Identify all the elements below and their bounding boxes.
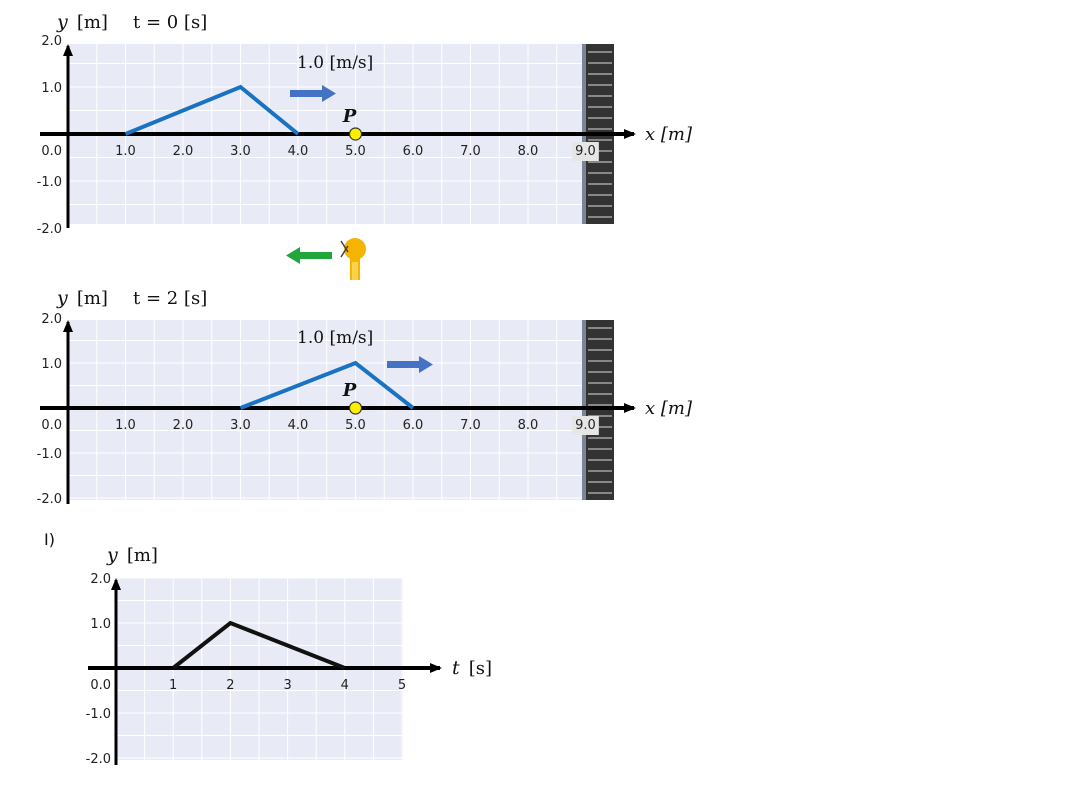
t-tick-label: 5	[398, 678, 406, 693]
question-t-unit: [s]	[469, 658, 492, 679]
t-tick-label: 2	[226, 678, 234, 693]
y-tick-label: -2.0	[37, 492, 62, 507]
y-tick-label: 0.0	[90, 678, 111, 693]
question-graph-line	[171, 620, 346, 670]
x-tick-label: 9.0	[575, 418, 596, 433]
panel-bottom-time-label: t = 2 [s]	[133, 288, 207, 309]
x-tick-label: 6.0	[403, 144, 424, 159]
y-tick-label: 1.0	[41, 81, 62, 96]
x-tick-label: 7.0	[460, 144, 481, 159]
y-tick-label: 2.0	[90, 572, 111, 587]
panel-bottom-velocity-arrow	[387, 356, 433, 373]
panel-top-y-unit: [m]	[77, 12, 108, 33]
y-tick-label: 2.0	[41, 312, 62, 327]
y-tick-label: 1.0	[41, 357, 62, 372]
x-tick-label: 7.0	[460, 418, 481, 433]
x-tick-label: 4.0	[288, 144, 309, 159]
x-tick-label: 1.0	[115, 144, 136, 159]
y-tick-label: -1.0	[86, 707, 111, 722]
x-tick-label: 5.0	[345, 418, 366, 433]
panel-top-x-ticks: 1.0 2.0 3.0 4.0 5.0 6.0 7.0 8.0 9.0	[115, 142, 599, 161]
y-tick-label: 0.0	[41, 144, 62, 159]
y-tick-label: 2.0	[41, 34, 62, 49]
left-arrow	[286, 247, 332, 264]
panel-top-velocity-arrow	[290, 85, 336, 102]
x-tick-label: 2.0	[173, 144, 194, 159]
panel-bottom-y-label: y [m]	[56, 287, 108, 309]
panel-top-pulse	[124, 84, 300, 136]
y-tick-label: -1.0	[37, 447, 62, 462]
panel-top-point-p	[348, 127, 363, 141]
observer-lamp-icon	[340, 238, 366, 280]
question-t-label: t [s]	[452, 657, 492, 679]
x-tick-label: 8.0	[518, 418, 539, 433]
t-tick-label: 1	[169, 678, 177, 693]
x-tick-label: 3.0	[230, 418, 251, 433]
panel-bottom: 2.0 1.0 0.0 -1.0 -2.0 1.0 2.0 3.0 4.0 5.0 6.0 7.0 8…	[37, 287, 693, 507]
panel-bottom-speed-label: 1.0 [m/s]	[297, 328, 373, 348]
y-tick-label: 1.0	[90, 617, 111, 632]
panel-top: 2.0 1.0 0.0 -1.0 -2.0 1.0 2.0 3.0 4.0 5.0 6.0 7.0 8…	[37, 11, 693, 237]
question-t-ticks: 1 2 3 4 5	[169, 678, 406, 693]
panel-top-time-label: t = 0 [s]	[133, 12, 207, 33]
panel-top-y-ticks: 2.0 1.0 0.0 -1.0 -2.0	[37, 34, 62, 237]
x-tick-label: 5.0	[345, 144, 366, 159]
panel-bottom-y-unit: [m]	[77, 288, 108, 309]
question-number: Ⅰ)	[44, 530, 55, 549]
y-tick-label: -1.0	[37, 175, 62, 190]
panel-top-y-var: y	[56, 11, 68, 33]
y-tick-label: 0.0	[41, 418, 62, 433]
question-y-var: y	[106, 544, 118, 566]
x-tick-label: 2.0	[173, 418, 194, 433]
panel-bottom-point-label: P	[342, 380, 357, 401]
panel-bottom-x-ticks: 1.0 2.0 3.0 4.0 5.0 6.0 7.0 8.0 9.0	[115, 416, 599, 435]
panel-bottom-y-var: y	[56, 287, 68, 309]
x-tick-label: 1.0	[115, 418, 136, 433]
panel-top-x-label: x [m]	[645, 124, 693, 145]
x-tick-label: 8.0	[518, 144, 539, 159]
panel-top-speed-label: 1.0 [m/s]	[297, 53, 373, 73]
panel-bottom-y-ticks: 2.0 1.0 0.0 -1.0 -2.0	[37, 312, 62, 507]
x-tick-label: 6.0	[403, 418, 424, 433]
panel-bottom-pulse	[239, 360, 415, 410]
panel-top-point-label: P	[342, 106, 357, 127]
middle-marker	[286, 238, 366, 280]
x-tick-label: 9.0	[575, 144, 596, 159]
x-tick-label: 4.0	[288, 418, 309, 433]
y-tick-label: -2.0	[37, 222, 62, 237]
panel-bottom-point-p	[348, 401, 363, 415]
panel-bottom-x-label: x [m]	[645, 398, 693, 419]
x-tick-label: 3.0	[230, 144, 251, 159]
question-y-unit: [m]	[127, 545, 158, 566]
question-graph: Ⅰ) y [m] 2.0 1.0 0.0 -1.0 -2.0 1 2 3 4 5 t [s]	[44, 530, 492, 767]
y-tick-label: -2.0	[86, 752, 111, 767]
panel-top-y-label: y [m]	[56, 11, 108, 33]
question-y-ticks: 2.0 1.0 0.0 -1.0 -2.0	[86, 572, 111, 767]
t-tick-label: 4	[341, 678, 349, 693]
t-tick-label: 3	[283, 678, 291, 693]
question-y-label: y [m]	[106, 544, 158, 566]
question-t-var: t	[452, 657, 460, 679]
